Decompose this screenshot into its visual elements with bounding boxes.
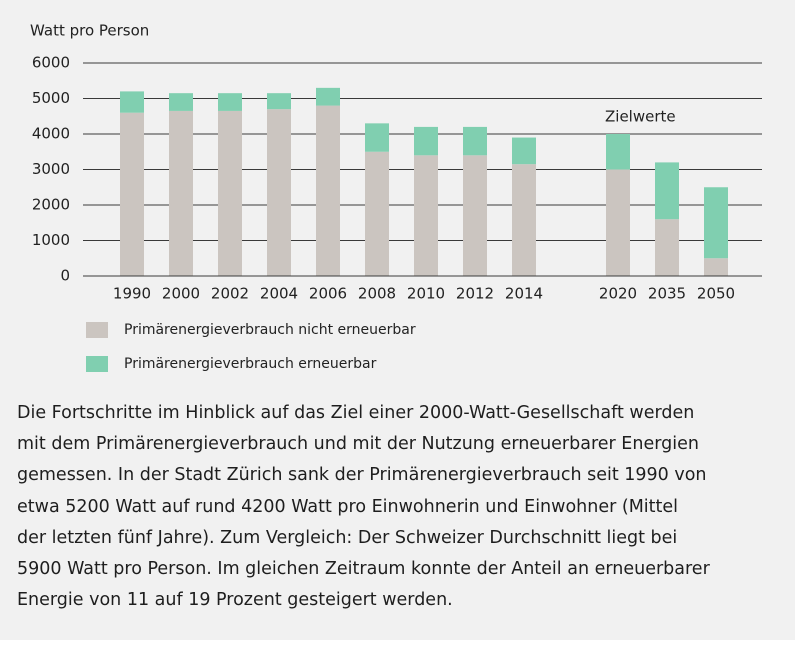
text-line: mit dem Primärenergieverbrauch und mit d… xyxy=(17,434,699,455)
x-tick-label: 2010 xyxy=(407,285,445,303)
bar-segment xyxy=(120,112,144,276)
y-tick-label: 2000 xyxy=(32,196,70,214)
bar-segment xyxy=(169,110,193,276)
bar-segment xyxy=(316,105,340,276)
bar-segment xyxy=(218,110,242,276)
bar-segment xyxy=(365,123,389,152)
bar-segment xyxy=(606,169,630,276)
text-line: etwa 5200 Watt auf rund 4200 Watt pro Ei… xyxy=(17,496,679,517)
legend-swatch xyxy=(86,356,108,372)
x-tick-label: 2002 xyxy=(211,285,249,303)
bar-segment xyxy=(512,164,536,276)
x-tick-label: 2050 xyxy=(697,285,735,303)
text-line: der letzten fünf Jahre). Zum Vergleich: … xyxy=(17,527,678,548)
legend-label: Primärenergieverbrauch nicht erneuerbar xyxy=(124,322,416,338)
page: Watt pro Person 0 1000 2000 3000 4000 5000 600… xyxy=(0,0,795,640)
y-tick-label: 3000 xyxy=(32,160,70,178)
y-tick-label: 4000 xyxy=(32,125,70,143)
y-tick-label: 0 xyxy=(60,267,70,285)
bar-segment xyxy=(316,87,340,106)
text-line: Energie von 11 auf 19 Prozent gesteigert… xyxy=(17,590,453,611)
x-tick-label: 2012 xyxy=(456,285,494,303)
chart: Watt pro Person 0 1000 2000 3000 4000 5000 600… xyxy=(30,22,762,372)
text-line: Die Fortschritte im Hinblick auf das Zie… xyxy=(17,403,695,423)
bar-segment xyxy=(120,91,144,113)
bar-segment xyxy=(463,126,487,156)
y-axis-label: Watt pro Person xyxy=(30,22,149,40)
bar-segment xyxy=(365,151,389,276)
x-tick-label: 2020 xyxy=(599,285,637,303)
x-tick-label: 2006 xyxy=(309,285,347,303)
bar-segment xyxy=(512,137,536,165)
bar-segment xyxy=(267,93,291,110)
legend-swatch xyxy=(86,322,108,338)
description: Die Fortschritte im Hinblick auf das Zie… xyxy=(17,398,787,616)
bar-segment xyxy=(606,134,630,170)
bar-segment xyxy=(267,109,291,277)
x-tick-label: 2014 xyxy=(505,285,543,303)
x-tick-label: 2000 xyxy=(162,285,200,303)
bar-segment xyxy=(655,162,679,220)
bar-segment xyxy=(655,219,679,276)
bar-segment xyxy=(704,187,728,259)
x-tick-label: 1990 xyxy=(113,285,151,303)
y-tick-label: 6000 xyxy=(32,54,70,72)
y-tick-label: 5000 xyxy=(32,89,70,107)
bar-segment xyxy=(704,258,728,276)
bar-segment xyxy=(463,155,487,276)
bar-segment xyxy=(218,93,242,111)
bar-segment xyxy=(414,126,438,156)
y-tick-label: 1000 xyxy=(32,231,70,249)
bar-segment xyxy=(414,155,438,276)
bar-segment xyxy=(169,93,193,111)
x-tick-label: 2035 xyxy=(648,285,686,303)
text-line: gemessen. In der Stadt Zürich sank der P… xyxy=(17,465,707,486)
x-tick-label: 2008 xyxy=(358,285,396,303)
text-line: 5900 Watt pro Person. Im gleichen Zeitra… xyxy=(17,559,710,580)
x-tick-label: 2004 xyxy=(260,285,298,303)
legend-label: Primärenergieverbrauch erneuerbar xyxy=(124,356,377,372)
annotation: Zielwerte xyxy=(605,108,676,126)
